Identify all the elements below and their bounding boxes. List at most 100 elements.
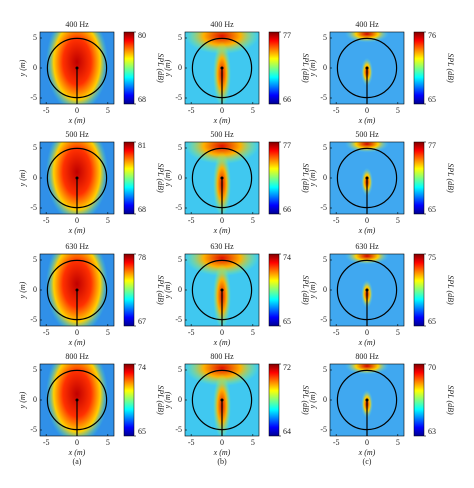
y-tick-label: 0	[33, 395, 37, 404]
colorbar-tick-label: 77	[428, 141, 436, 150]
source	[220, 398, 224, 402]
panel-title: 630 Hz	[210, 242, 234, 251]
colorbar-label: SPL (dB)	[301, 163, 310, 193]
panel-title: 630 Hz	[355, 242, 379, 251]
colorbar-label: SPL (dB)	[156, 275, 165, 305]
x-axis-label: x (m)	[358, 116, 376, 125]
colorbar-tick-label: 65	[428, 317, 436, 326]
y-tick-label: 0	[323, 173, 327, 182]
x-axis-label: x (m)	[68, 116, 86, 125]
x-tick-label: -5	[43, 438, 50, 447]
x-tick-label: 0	[75, 328, 79, 337]
panel-label: (c)	[363, 457, 372, 466]
colorbar-tick-label: 77	[283, 31, 291, 40]
panel-title: 800 Hz	[355, 352, 379, 361]
panel-title: 400 Hz	[65, 20, 89, 29]
colorbar-tick-label: 65	[428, 95, 436, 104]
x-tick-label: 0	[220, 438, 224, 447]
colorbar	[123, 31, 135, 105]
y-tick-label: 0	[178, 63, 182, 72]
colorbar-tick-label: 64	[283, 427, 291, 436]
panel-title: 500 Hz	[65, 130, 89, 139]
y-axis-label: y (m)	[18, 391, 27, 409]
y-axis-label: y (m)	[308, 169, 317, 187]
x-tick-label: 5	[251, 328, 255, 337]
colorbar	[268, 31, 280, 105]
y-tick-label: 0	[178, 285, 182, 294]
y-tick-label: 5	[323, 33, 327, 42]
y-tick-label: -5	[320, 315, 327, 324]
colorbar-tick-label: 74	[138, 363, 146, 372]
source	[75, 176, 79, 180]
x-axis-label: x (m)	[68, 338, 86, 347]
panel-label: (b)	[217, 457, 227, 466]
y-tick-label: -5	[30, 425, 37, 434]
x-tick-label: 0	[220, 328, 224, 337]
y-axis-label: y (m)	[308, 59, 317, 77]
colorbar	[413, 253, 425, 327]
y-tick-label: 5	[33, 143, 37, 152]
x-tick-label: 0	[75, 438, 79, 447]
y-axis-label: y (m)	[308, 391, 317, 409]
x-tick-label: 5	[106, 216, 110, 225]
y-tick-label: -5	[320, 203, 327, 212]
panel-title: 400 Hz	[210, 20, 234, 29]
x-tick-label: -5	[188, 438, 195, 447]
x-axis-label: x (m)	[213, 448, 231, 457]
colorbar-label: SPL (dB)	[446, 53, 455, 83]
heatmap	[185, 254, 259, 326]
colorbar-label: SPL (dB)	[156, 53, 165, 83]
source	[365, 66, 369, 70]
y-tick-label: -5	[30, 315, 37, 324]
colorbar	[268, 141, 280, 215]
x-tick-label: 5	[251, 216, 255, 225]
colorbar-tick-label: 70	[428, 363, 436, 372]
x-tick-label: -5	[43, 106, 50, 115]
colorbar	[413, 363, 425, 437]
y-tick-label: -5	[175, 315, 182, 324]
panel-title: 800 Hz	[65, 352, 89, 361]
colorbar	[268, 363, 280, 437]
x-tick-label: 5	[396, 328, 400, 337]
y-axis-label: y (m)	[18, 59, 27, 77]
y-tick-label: 5	[33, 255, 37, 264]
heatmap	[40, 142, 114, 214]
y-tick-label: 5	[178, 255, 182, 264]
colorbar	[268, 253, 280, 327]
panel-title: 500 Hz	[210, 130, 234, 139]
colorbar-tick-label: 77	[283, 141, 291, 150]
x-tick-label: -5	[333, 106, 340, 115]
x-tick-label: -5	[188, 328, 195, 337]
colorbar-label: SPL (dB)	[446, 163, 455, 193]
x-tick-label: 0	[220, 106, 224, 115]
source	[220, 66, 224, 70]
colorbar	[413, 31, 425, 105]
colorbar-label: SPL (dB)	[156, 163, 165, 193]
colorbar-tick-label: 65	[138, 427, 146, 436]
y-tick-label: 5	[178, 33, 182, 42]
x-tick-label: -5	[333, 216, 340, 225]
x-axis-label: x (m)	[68, 448, 86, 457]
x-tick-label: 5	[251, 106, 255, 115]
x-tick-label: 5	[251, 438, 255, 447]
colorbar	[123, 253, 135, 327]
heatmap	[330, 32, 404, 104]
heatmap	[40, 32, 114, 104]
x-axis-label: x (m)	[358, 226, 376, 235]
heatmap	[185, 142, 259, 214]
y-tick-label: -5	[175, 203, 182, 212]
y-tick-label: 0	[178, 173, 182, 182]
colorbar-tick-label: 68	[138, 205, 146, 214]
x-tick-label: 0	[75, 106, 79, 115]
source	[75, 66, 79, 70]
colorbar-tick-label: 80	[138, 31, 146, 40]
source	[365, 176, 369, 180]
x-axis-label: x (m)	[358, 448, 376, 457]
x-axis-label: x (m)	[213, 116, 231, 125]
y-tick-label: -5	[30, 93, 37, 102]
colorbar-tick-label: 78	[138, 253, 146, 262]
heatmap	[40, 364, 114, 436]
x-tick-label: 0	[220, 216, 224, 225]
colorbar-label: SPL (dB)	[446, 275, 455, 305]
y-tick-label: 5	[323, 143, 327, 152]
